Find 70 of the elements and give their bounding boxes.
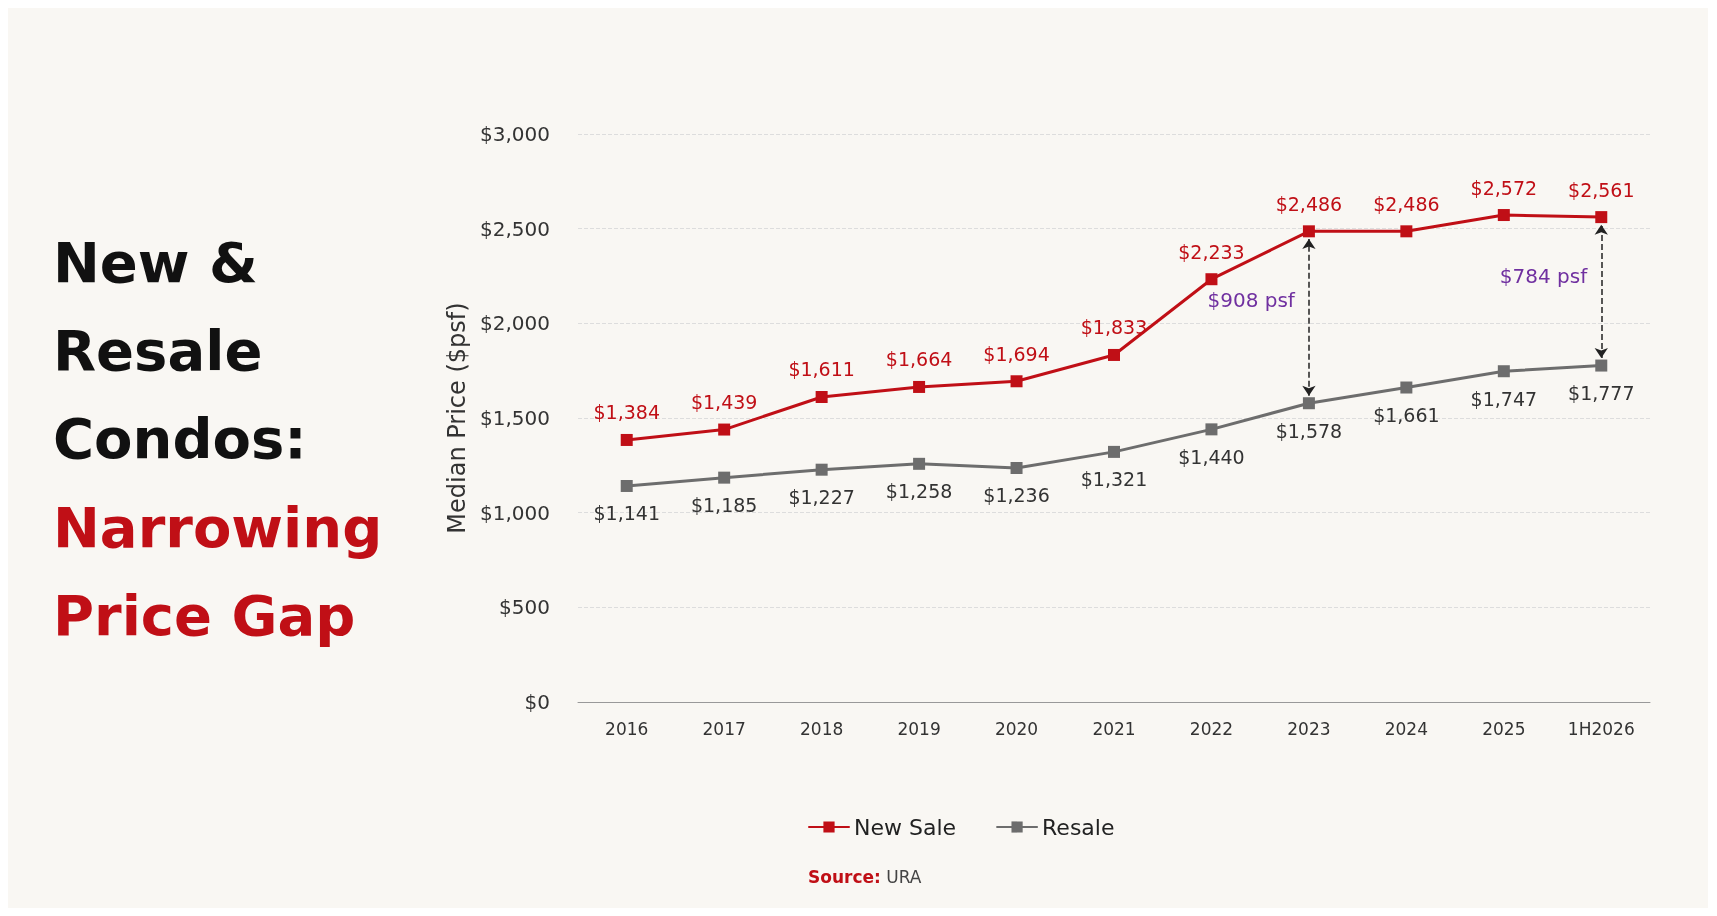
point <box>815 390 828 403</box>
y-axis-title: Median Price ($psf) <box>443 302 472 534</box>
y-tick-label: $2,500 <box>480 216 550 241</box>
x-tick-label: 2019 <box>897 718 941 739</box>
y-tick-label: $3,000 <box>480 122 550 146</box>
x-tick-label: 2024 <box>1384 718 1428 739</box>
x-tick-label: 1H2026 <box>1567 718 1635 739</box>
data-label: $1,321 <box>1080 468 1148 491</box>
point <box>1108 445 1120 458</box>
data-label: $1,747 <box>1470 387 1538 410</box>
annotation: $908 psf <box>1207 288 1296 313</box>
y-tick-label: $500 <box>499 595 550 620</box>
data-label: $1,227 <box>788 486 855 509</box>
data-label: $1,661 <box>1373 404 1440 427</box>
y-tick-label: $2,000 <box>480 311 550 336</box>
point <box>1400 381 1413 394</box>
x-tick-label: 2017 <box>702 718 746 739</box>
data-label: $1,833 <box>1080 316 1148 339</box>
data-label: $1,777 <box>1568 382 1635 405</box>
point <box>815 463 828 476</box>
x-tick-label: 2023 <box>1287 718 1331 739</box>
data-label: $2,572 <box>1470 176 1538 199</box>
legend-label: New Sale <box>854 814 957 840</box>
x-tick-label: 2021 <box>1092 718 1136 739</box>
data-label: $1,185 <box>690 494 758 517</box>
y-tick-label: $0 <box>524 690 550 714</box>
y-tick-label: $1,500 <box>480 406 550 430</box>
data-label: $1,664 <box>885 348 953 371</box>
text: Narrowing Price Gap <box>53 494 402 648</box>
point <box>1010 461 1023 474</box>
data-label: $1,439 <box>690 391 758 414</box>
point <box>1205 423 1218 436</box>
point <box>913 457 926 470</box>
point <box>718 423 731 436</box>
point <box>1400 225 1413 238</box>
point <box>1595 359 1608 372</box>
text: New & Resale Condos: <box>53 229 307 471</box>
data-label: $1,440 <box>1178 445 1245 468</box>
point <box>1302 397 1315 410</box>
point <box>718 471 731 484</box>
legend-label: Resale <box>1042 814 1115 840</box>
annotation: $784 psf <box>1499 264 1589 289</box>
point <box>1497 209 1510 222</box>
data-label: $1,236 <box>983 484 1050 507</box>
x-tick-label: 2020 <box>994 718 1039 739</box>
data-label: $2,233 <box>1178 240 1245 263</box>
source-note: Source: URA <box>808 866 922 887</box>
point <box>1302 225 1315 238</box>
x-tick-label: 2016 <box>605 718 649 739</box>
x-tick-label: 2022 <box>1189 718 1234 739</box>
point <box>1205 273 1218 286</box>
point <box>1595 211 1608 224</box>
point <box>913 380 926 393</box>
y-tick-label: $1,000 <box>480 500 550 525</box>
data-label: $2,561 <box>1568 178 1635 201</box>
data-label: $1,611 <box>788 358 855 381</box>
data-label: $1,694 <box>983 342 1050 365</box>
point <box>620 433 633 446</box>
data-label: $1,578 <box>1275 419 1343 442</box>
point <box>620 479 633 492</box>
data-label: $2,486 <box>1275 192 1343 215</box>
data-label: $1,384 <box>593 401 660 424</box>
point <box>1108 348 1120 361</box>
point <box>1010 375 1023 388</box>
data-label: $1,141 <box>593 502 660 525</box>
data-label: $2,486 <box>1373 192 1440 215</box>
data-label: $1,258 <box>885 480 953 503</box>
point <box>1497 365 1510 378</box>
x-tick-label: 2025 <box>1482 718 1526 739</box>
x-tick-label: 2018 <box>800 718 844 739</box>
